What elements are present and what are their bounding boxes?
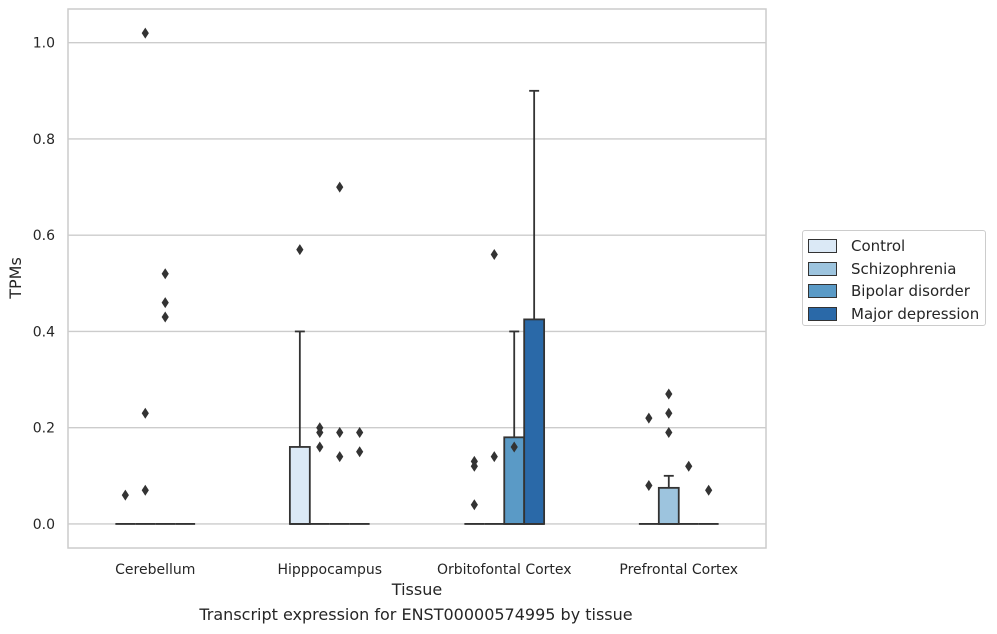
- legend-item: Bipolar disorder: [808, 280, 985, 303]
- outlier-point: [705, 484, 713, 496]
- legend: Control Schizophrenia Bipolar disorder M…: [802, 230, 986, 326]
- legend-item: Control: [808, 235, 985, 258]
- x-tick-label: Hipppocampus: [277, 562, 382, 578]
- y-tick-label: 0.6: [33, 228, 55, 244]
- outlier-point: [685, 460, 693, 472]
- outlier-point: [470, 499, 478, 511]
- legend-item: Schizophrenia: [808, 258, 985, 281]
- outlier-point: [490, 451, 498, 463]
- y-axis-ticks: 0.0 0.2 0.4 0.6 0.8 1.0: [33, 36, 55, 533]
- outlier-point: [356, 427, 364, 438]
- outlier-point: [356, 446, 364, 458]
- legend-label: Control: [851, 237, 906, 256]
- outlier-point: [161, 297, 169, 309]
- legend-label: Schizophrenia: [851, 259, 957, 278]
- plot-area: [67, 8, 767, 549]
- outlier-point: [316, 422, 324, 434]
- box: [523, 318, 546, 525]
- outlier-point: [316, 441, 324, 453]
- x-tick-label: Prefrontal Cortex: [619, 562, 738, 578]
- y-tick-label: 0.0: [33, 517, 55, 533]
- legend-label: Major depression: [851, 304, 980, 323]
- outlier-point: [645, 412, 653, 424]
- outlier-point: [336, 181, 344, 193]
- outlier-point: [645, 479, 653, 491]
- legend-swatch-major-depression: [808, 306, 837, 321]
- outlier-point: [665, 427, 673, 438]
- y-tick-label: 0.8: [33, 132, 55, 148]
- legend-swatch-control: [808, 239, 837, 254]
- x-tick-label: Cerebellum: [115, 562, 195, 578]
- y-tick-label: 0.2: [33, 421, 55, 437]
- outlier-point: [161, 311, 169, 323]
- y-tick-label: 1.0: [33, 36, 55, 52]
- outlier-point: [121, 489, 129, 501]
- box-series: [115, 27, 719, 525]
- legend-swatch-schizophrenia: [808, 261, 837, 276]
- outlier-point: [141, 484, 149, 496]
- outlier-point: [336, 427, 344, 438]
- x-axis-label: Tissue: [391, 580, 442, 599]
- box: [288, 446, 311, 525]
- outlier-point: [336, 451, 344, 463]
- legend-label: Bipolar disorder: [851, 282, 970, 301]
- legend-swatch-bipolar-disorder: [808, 284, 837, 299]
- outlier-point: [161, 268, 169, 280]
- y-axis-label: TPMs: [6, 257, 25, 300]
- legend-item: Major depression: [808, 303, 985, 326]
- outlier-point: [490, 248, 498, 260]
- outlier-point: [510, 441, 518, 453]
- y-tick-label: 0.4: [33, 324, 55, 340]
- x-tick-label: Orbitofontal Cortex: [437, 562, 572, 578]
- outlier-point: [665, 388, 673, 400]
- box: [657, 486, 680, 525]
- x-axis-ticks: Cerebellum Hipppocampus Orbitofontal Corte…: [115, 562, 738, 578]
- outlier-point: [141, 27, 149, 39]
- chart-caption: Transcript expression for ENST0000057499…: [199, 605, 633, 624]
- outlier-point: [141, 407, 149, 419]
- outlier-point: [665, 407, 673, 419]
- outlier-point: [296, 244, 304, 256]
- outlier-point: [470, 455, 478, 467]
